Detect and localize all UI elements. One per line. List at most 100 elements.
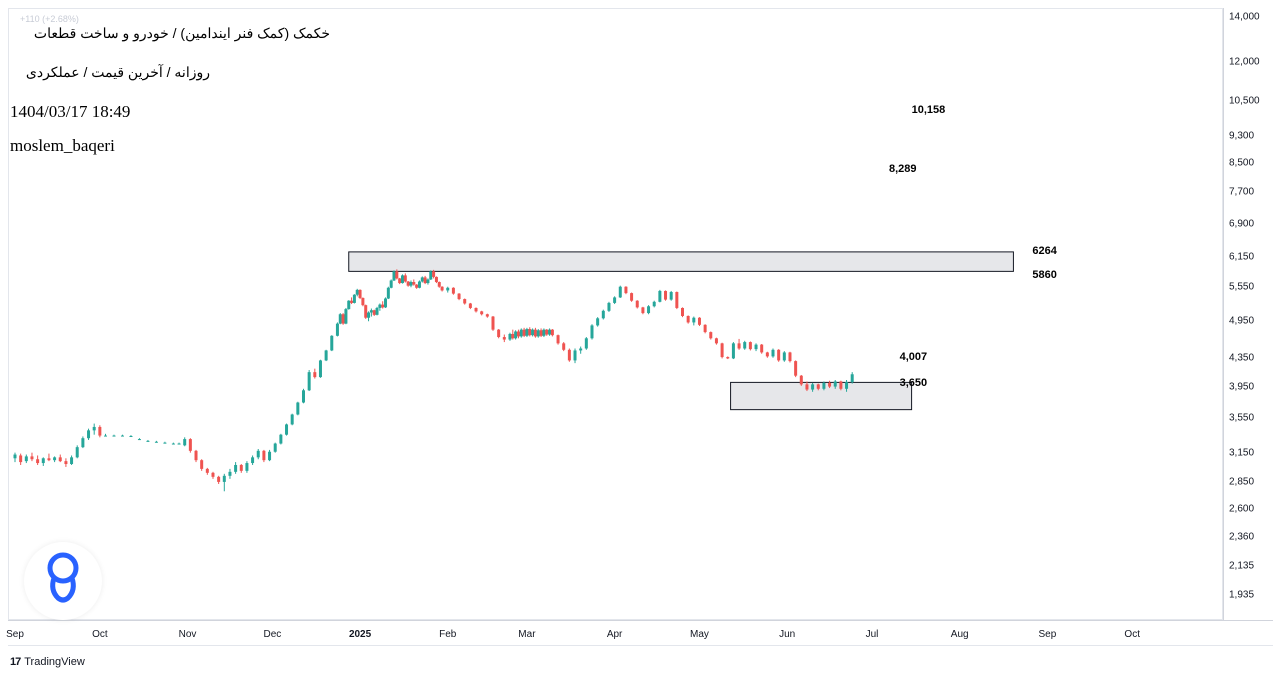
candle (765, 351, 769, 358)
tradingview-brand[interactable]: 17 TradingView (10, 656, 85, 668)
candle-body (731, 343, 735, 359)
candle (573, 348, 577, 364)
candle (344, 307, 348, 325)
candle-body (446, 287, 450, 291)
candle-body (850, 374, 854, 383)
price-tick-label: 7,700 (1229, 186, 1255, 198)
candle-body (211, 472, 215, 477)
candle-body (228, 471, 232, 476)
candle (426, 278, 430, 285)
price-axis[interactable] (1223, 8, 1273, 620)
candle (669, 290, 673, 301)
candle (92, 423, 96, 435)
candle (70, 455, 74, 465)
candle-body (596, 318, 600, 326)
time-tick-label: Dec (263, 629, 282, 640)
candle-body (542, 329, 546, 336)
candle (545, 329, 549, 336)
candle (420, 276, 424, 283)
candle (361, 297, 365, 307)
price-tick-label: 12,000 (1229, 56, 1260, 68)
candle-body (737, 343, 741, 349)
candle (680, 307, 684, 318)
candle (268, 449, 272, 462)
candle-body (318, 360, 322, 378)
candle (228, 468, 232, 479)
candle (432, 269, 436, 279)
candle (601, 309, 605, 320)
candle-body (720, 343, 724, 358)
candle (816, 383, 820, 391)
candle (457, 293, 461, 301)
candle (386, 286, 390, 300)
candle (440, 286, 444, 292)
time-tick-label: Jun (779, 629, 796, 640)
candle-body (697, 317, 701, 325)
candle (652, 300, 656, 308)
candle-body (635, 300, 639, 308)
candle-body (519, 329, 523, 337)
candle-body (41, 458, 45, 464)
candle-body (355, 289, 359, 295)
candle (341, 313, 345, 325)
price-tick-label: 3,150 (1229, 447, 1255, 459)
candle-body (432, 271, 436, 277)
candle-body (468, 303, 472, 308)
candle (262, 449, 266, 463)
candle (630, 292, 634, 302)
candle-body (420, 277, 424, 282)
price-tick-label: 4,950 (1229, 315, 1255, 327)
candle (146, 439, 150, 442)
time-axis[interactable] (8, 620, 1273, 646)
candle (273, 442, 277, 453)
candle (590, 324, 594, 340)
candle-body (839, 381, 843, 389)
candle-body (480, 311, 484, 315)
candle-body (669, 292, 673, 300)
candle-body (590, 325, 594, 339)
resistance-zone[interactable] (348, 251, 1014, 272)
candle (234, 462, 238, 474)
candle-body (822, 382, 826, 389)
candle (285, 423, 289, 436)
candle (811, 382, 815, 392)
candle (137, 438, 141, 441)
candle (350, 297, 354, 305)
candle (822, 381, 826, 391)
candle-body (171, 443, 175, 445)
candle (697, 317, 701, 327)
candle (403, 273, 407, 283)
candle (324, 349, 328, 362)
candle (347, 300, 351, 310)
candle (468, 302, 472, 310)
candle-body (457, 293, 461, 300)
candle (375, 306, 379, 316)
candle (188, 438, 192, 453)
candle (463, 298, 467, 305)
candle (635, 300, 639, 309)
candle-body (64, 461, 68, 465)
support-zone[interactable] (730, 381, 913, 411)
candle (754, 343, 758, 352)
time-tick-label: Aug (950, 629, 969, 640)
candle (318, 359, 322, 378)
candle (41, 457, 45, 466)
candle (256, 448, 260, 460)
candle-body (58, 457, 62, 462)
candle (579, 346, 583, 354)
candle-body (183, 439, 187, 446)
chart-pane[interactable] (8, 8, 1223, 620)
candle (307, 370, 311, 392)
candle (446, 286, 450, 293)
candle (519, 328, 523, 338)
candle-body (70, 457, 74, 465)
candle-body (375, 307, 379, 315)
candle-body (624, 286, 628, 294)
candle-body (239, 464, 243, 471)
candle-body (437, 282, 441, 287)
candle (485, 313, 489, 318)
candle (104, 433, 108, 437)
candle (491, 315, 495, 331)
candle-body (384, 298, 388, 308)
candle-body (539, 330, 543, 336)
